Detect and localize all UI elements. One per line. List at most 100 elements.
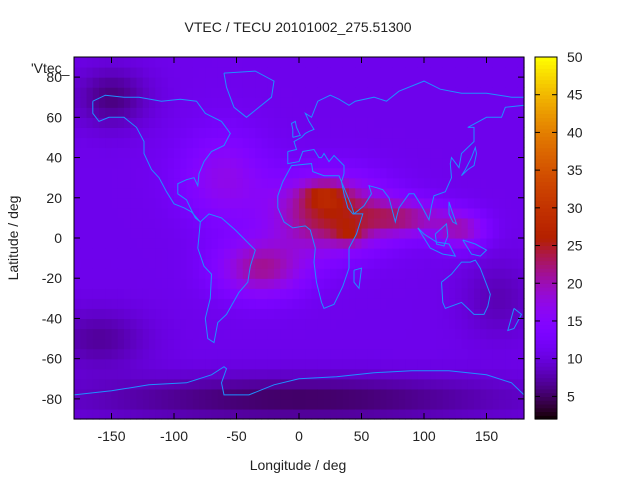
heatmap-cell <box>111 197 119 209</box>
heatmap-cell <box>111 117 119 128</box>
heatmap-cell <box>230 358 238 370</box>
heatmap-cell <box>299 318 306 330</box>
heatmap-cell <box>511 217 519 229</box>
heatmap-cell <box>417 348 425 360</box>
heatmap-cell <box>274 207 281 219</box>
heatmap-cell <box>174 318 181 330</box>
heatmap-cell <box>505 197 513 209</box>
heatmap-cell <box>386 408 394 420</box>
heatmap-cell <box>142 197 150 209</box>
heatmap-cell <box>136 157 144 169</box>
heatmap-cell <box>224 137 231 149</box>
heatmap-cell <box>267 177 275 189</box>
heatmap-cell <box>161 368 169 380</box>
heatmap-cell <box>430 288 438 299</box>
heatmap-cell <box>149 308 156 320</box>
heatmap-cell <box>505 77 513 88</box>
heatmap-cell <box>261 268 269 279</box>
heatmap-cell <box>349 67 356 78</box>
heatmap-cell <box>392 398 400 410</box>
heatmap-cell <box>505 358 513 370</box>
heatmap-cell <box>424 137 431 149</box>
heatmap-cell <box>349 217 356 229</box>
heatmap-cell <box>261 117 269 128</box>
heatmap-cell <box>386 77 394 88</box>
heatmap-cell <box>74 308 81 320</box>
heatmap-cell <box>511 107 519 118</box>
heatmap-cell <box>392 238 400 249</box>
heatmap-cell <box>430 378 438 390</box>
heatmap-cell <box>111 378 119 390</box>
heatmap-cell <box>161 187 169 199</box>
colorbar-segment <box>535 200 557 205</box>
heatmap-cell <box>449 338 456 350</box>
heatmap-cell <box>355 77 363 88</box>
heatmap-cell <box>92 278 100 289</box>
heatmap-cell <box>292 197 300 209</box>
heatmap-cell <box>480 238 488 249</box>
y-tick-label: 60 <box>46 109 62 125</box>
heatmap-cell <box>480 358 488 370</box>
heatmap-cell <box>349 298 356 309</box>
heatmap-cell <box>517 57 525 68</box>
heatmap-cell <box>442 217 450 229</box>
heatmap-cell <box>105 197 113 209</box>
heatmap-cell <box>236 348 244 360</box>
heatmap-cell <box>124 358 131 370</box>
heatmap-cell <box>155 278 163 289</box>
heatmap-cell <box>461 217 469 229</box>
heatmap-cell <box>517 197 525 209</box>
heatmap-cell <box>286 57 294 68</box>
heatmap-cell <box>286 298 294 309</box>
heatmap-cell <box>292 177 300 189</box>
heatmap-cell <box>430 388 438 400</box>
heatmap-cell <box>467 258 475 269</box>
heatmap-cell <box>424 107 431 118</box>
heatmap-cell <box>167 358 175 370</box>
heatmap-cell <box>336 67 344 78</box>
heatmap-cell <box>280 187 288 199</box>
heatmap-cell <box>105 388 113 400</box>
heatmap-cell <box>442 207 450 219</box>
heatmap-cell <box>267 167 275 179</box>
heatmap-cell <box>211 177 219 189</box>
heatmap-cell <box>474 107 481 118</box>
heatmap-cell <box>86 318 94 330</box>
heatmap-cell <box>249 268 256 279</box>
heatmap-cell <box>205 187 213 199</box>
heatmap-cell <box>492 398 500 410</box>
heatmap-cell <box>374 298 381 309</box>
heatmap-cell <box>405 338 413 350</box>
heatmap-cell <box>261 197 269 209</box>
heatmap-cell <box>336 157 344 169</box>
heatmap-cell <box>367 127 375 139</box>
heatmap-cell <box>167 97 175 108</box>
heatmap-cell <box>217 67 225 78</box>
heatmap-cell <box>511 288 519 299</box>
heatmap-cell <box>367 298 375 309</box>
heatmap-cell <box>149 157 156 169</box>
heatmap-cell <box>274 338 281 350</box>
heatmap-cell <box>436 137 444 149</box>
heatmap-cell <box>486 258 494 269</box>
heatmap-cell <box>261 67 269 78</box>
heatmap-cell <box>167 157 175 169</box>
heatmap-cell <box>117 117 125 128</box>
heatmap-cell <box>242 328 250 340</box>
heatmap-cell <box>405 67 413 78</box>
heatmap-cell <box>117 358 125 370</box>
heatmap-cell <box>374 318 381 330</box>
heatmap-cell <box>342 117 350 128</box>
heatmap-cell <box>499 107 506 118</box>
heatmap-cell <box>324 177 331 189</box>
heatmap-cell <box>392 197 400 209</box>
heatmap-cell <box>517 227 525 239</box>
heatmap-cell <box>286 227 294 239</box>
heatmap-cell <box>199 227 206 239</box>
heatmap-cell <box>105 157 113 169</box>
heatmap-cell <box>74 197 81 209</box>
heatmap-cell <box>161 308 169 320</box>
heatmap-cell <box>386 278 394 289</box>
heatmap-cell <box>167 298 175 309</box>
heatmap-cell <box>480 308 488 320</box>
